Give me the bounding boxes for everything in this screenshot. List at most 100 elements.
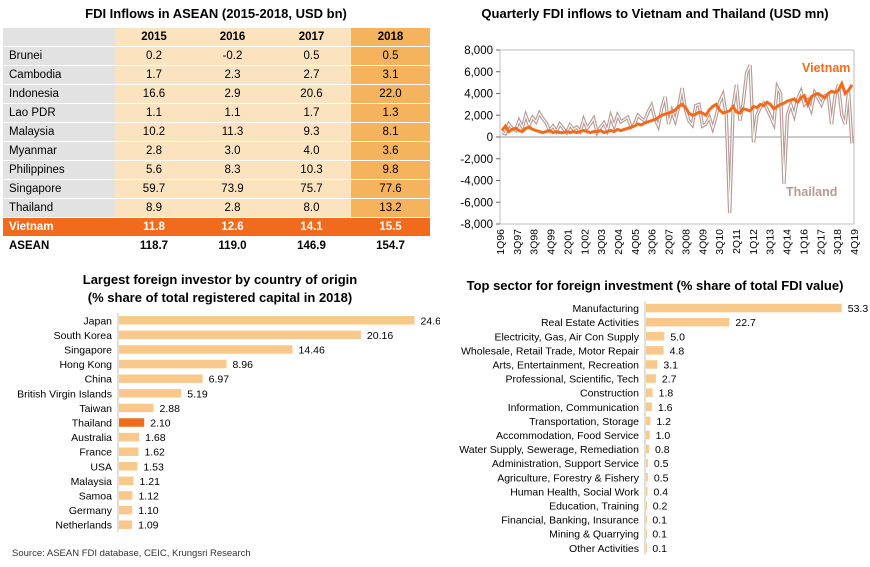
sector-chart-title: Top sector for foreign investment (% sha… [466, 278, 844, 293]
bar-value-label: 3.1 [663, 359, 678, 371]
x-tick-label: 3Q98 [529, 229, 541, 255]
x-tick-label: 2Q04 [613, 229, 625, 255]
bar [119, 374, 203, 383]
bar-category-label: Agriculture, Forestry & Fishery [497, 472, 640, 484]
bar-category-label: Financial, Banking, Insurance [501, 515, 639, 527]
y-tick-label: -2,000 [460, 154, 493, 166]
bar-value-label: 24.63 [421, 315, 440, 327]
bar [119, 389, 182, 398]
investor-bar-chart: Japan 24.63 South Korea 20.16 Singapore 14.46… [17, 313, 440, 532]
y-tick-label: 4,000 [464, 89, 493, 101]
bar-value-label: 1.12 [138, 491, 159, 503]
bar-category-label: Electricity, Gas, Air Con Supply [494, 331, 639, 343]
value-cell: 1.3 [351, 103, 430, 123]
value-cell: 22.0 [351, 84, 430, 104]
y-tick-label: -6,000 [460, 197, 493, 209]
value-cell: 10.3 [272, 160, 351, 180]
bar [119, 505, 133, 515]
bar-category-label: Japan [83, 315, 112, 327]
bar-category-label: British Virgin Islands [17, 388, 112, 400]
x-tick-label: 3Q10 [714, 229, 726, 255]
bar [646, 543, 647, 552]
bar-category-label: Malaysia [71, 476, 113, 488]
bar-category-label: Germany [69, 505, 113, 517]
x-tick-label: 4Q14 [782, 229, 794, 255]
bar-value-label: 1.2 [656, 416, 671, 428]
y-tick-label: 8,000 [464, 45, 493, 57]
x-tick-label: 2Q07 [664, 229, 676, 255]
bar-value-label: 1.10 [138, 505, 159, 517]
value-cell: 11.8 [115, 217, 193, 237]
bar-value-label: 0.1 [652, 515, 667, 527]
country-cell: Myanmar [3, 141, 115, 161]
value-cell: 75.7 [272, 179, 351, 199]
bar [119, 520, 133, 529]
year-header: 2018 [351, 28, 430, 47]
bar-value-label: 1.68 [145, 432, 166, 444]
table-title: FDI Inflows in ASEAN (2015-2018, USD bn) [85, 6, 347, 21]
y-tick-label: -8,000 [460, 219, 493, 231]
bar-value-label: 0.2 [653, 500, 668, 512]
bar-category-label: Other Activities [569, 543, 639, 555]
country-header [3, 28, 115, 47]
bar [119, 330, 361, 340]
value-cell: 73.9 [193, 179, 272, 199]
bar-value-label: 6.97 [209, 374, 230, 386]
bar-category-label: Manufacturing [572, 303, 639, 315]
bar-category-label: Transportation, Storage [529, 416, 639, 428]
y-tick-label: 2,000 [464, 110, 493, 122]
bar-category-label: Thailand [72, 418, 112, 430]
value-cell: 2.8 [193, 198, 272, 218]
value-cell: 14.1 [272, 217, 351, 237]
value-cell: 0.2 [115, 46, 193, 66]
bar-category-label: Accommodation, Food Service [496, 430, 639, 442]
bar-value-label: 1.8 [659, 388, 674, 400]
bar-value-label: 1.09 [138, 520, 159, 532]
table-row: Vietnam 11.8 12.6 14.1 15.5 [3, 217, 430, 237]
x-tick-label: 2Q01 [562, 229, 574, 255]
value-cell: 1.7 [272, 103, 351, 123]
bar-value-label: 2.88 [160, 403, 181, 415]
table-row: Thailand 8.9 2.8 8.0 13.2 [3, 198, 430, 218]
value-cell: 9.8 [351, 160, 430, 180]
value-cell: 2.7 [272, 65, 351, 85]
value-cell: 0.5 [351, 46, 430, 66]
value-cell: 3.1 [351, 65, 430, 85]
table-row: ASEAN 118.7 119.0 146.9 154.7 [3, 236, 430, 256]
sector-bar-chart: Manufacturing 53.3 Real Estate Activities 2… [459, 301, 869, 555]
table-header-row: 2015 2016 2017 2018 [3, 28, 430, 47]
country-cell: Vietnam [3, 217, 115, 237]
value-cell: 1.7 [115, 65, 193, 85]
value-cell: 1.1 [193, 103, 272, 123]
year-header: 2017 [272, 28, 351, 47]
value-cell: 9.3 [272, 122, 351, 142]
bar-category-label: Hong Kong [59, 359, 112, 371]
vietnam-series-line [500, 79, 854, 135]
x-tick-label: 3Q08 [680, 229, 692, 255]
quarterly-fdi-line-chart: 8,000 6,000 4,000 2,000 0 -2,000 -4,000 -6,000 -… [460, 45, 861, 255]
x-tick-label: 3Q13 [765, 229, 777, 255]
bar-value-label: 14.46 [299, 345, 325, 357]
country-cell: Brunei [3, 46, 115, 66]
bar [119, 403, 154, 413]
bar-value-label: 2.7 [662, 374, 677, 386]
value-cell: 8.0 [272, 198, 351, 218]
bar-category-label: Real Estate Activities [541, 317, 639, 329]
value-cell: 154.7 [351, 236, 430, 256]
value-cell: 8.9 [115, 198, 193, 218]
year-header: 2016 [193, 28, 272, 47]
bar [119, 476, 134, 486]
value-cell: 4.0 [272, 141, 351, 161]
x-tick-label: 1Q12 [748, 229, 760, 255]
country-cell: Thailand [3, 198, 115, 218]
x-tick-label: 2Q11 [731, 229, 743, 254]
bar [646, 346, 664, 355]
bar-value-label: 0.1 [652, 529, 667, 541]
bar-category-label: Information, Communication [508, 402, 639, 414]
bar [119, 432, 140, 442]
bar-value-label: 5.0 [670, 331, 685, 343]
value-cell: 3.0 [193, 141, 272, 161]
bar [646, 388, 653, 397]
bar-value-label: 53.3 [848, 303, 869, 315]
line-chart-title: Quarterly FDI inflows to Vietnam and Tha… [481, 6, 829, 21]
